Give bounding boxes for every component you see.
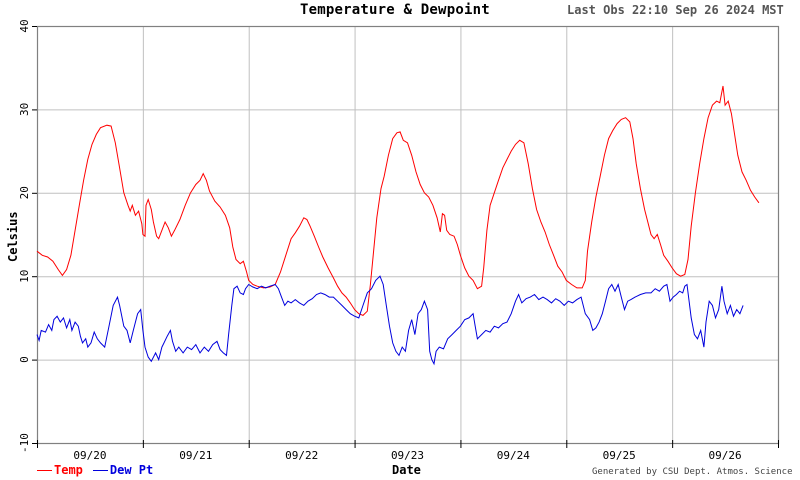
chart-title: Temperature & Dewpoint bbox=[300, 2, 490, 18]
y-axis-ticks: -10 0 10 20 30 40 bbox=[18, 19, 37, 453]
last-observation: Last Obs 22:10 Sep 26 2024 MST bbox=[567, 3, 784, 17]
plot-border bbox=[36, 25, 780, 445]
credit-text: Generated by CSU Dept. Atmos. Science bbox=[592, 467, 793, 477]
plot-frame bbox=[36, 25, 780, 445]
x-axis-label: Date bbox=[392, 463, 421, 477]
y-tick-label: 20 bbox=[18, 186, 31, 199]
y-tick-label: 30 bbox=[18, 103, 31, 116]
dewpoint-legend-label: Dew Pt bbox=[109, 463, 154, 477]
x-tick-label: 09/24 bbox=[497, 449, 530, 462]
y-tick-label: 10 bbox=[18, 270, 31, 283]
temp-legend-label: Temp bbox=[54, 463, 83, 477]
temp-series-line bbox=[36, 85, 760, 316]
temp-legend-swatch bbox=[37, 469, 52, 471]
dewpoint-legend-swatch bbox=[92, 469, 108, 471]
gridlines bbox=[37, 26, 778, 443]
y-tick-label: -10 bbox=[18, 433, 31, 453]
legend-item-dewpoint: Dew Pt bbox=[92, 463, 154, 477]
x-tick-label: 09/25 bbox=[603, 449, 636, 462]
y-tick-label: 0 bbox=[18, 356, 31, 363]
x-tick-label: 09/26 bbox=[709, 449, 742, 462]
legend: Temp Dew Pt bbox=[37, 463, 153, 477]
x-tick-label: 09/21 bbox=[179, 449, 212, 462]
x-tick-label: 09/23 bbox=[391, 449, 424, 462]
dewpoint-series-line bbox=[36, 275, 744, 366]
x-axis-ticks: 09/20 09/21 09/22 09/23 09/24 09/25 09/26 bbox=[37, 440, 779, 462]
y-tick-label: 40 bbox=[18, 19, 31, 32]
x-tick-label: 09/20 bbox=[73, 449, 106, 462]
legend-item-temp: Temp bbox=[37, 463, 83, 477]
x-tick-label: 09/22 bbox=[285, 449, 318, 462]
